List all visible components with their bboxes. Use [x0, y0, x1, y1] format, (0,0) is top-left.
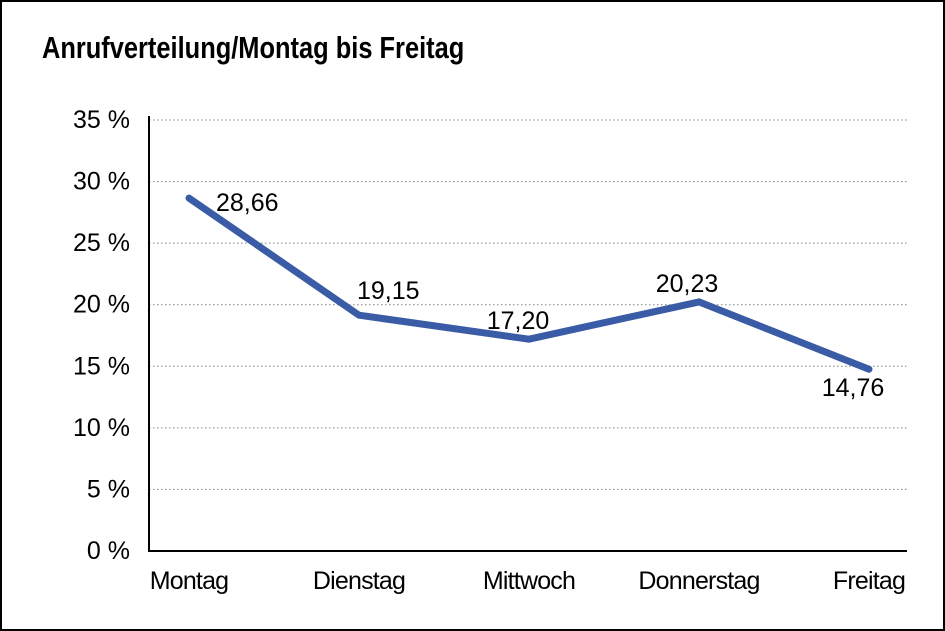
- y-tick-label: 5 %: [87, 475, 130, 503]
- y-tick-label: 30 %: [73, 168, 130, 196]
- chart-title: Anrufverteilung/Montag bis Freitag: [42, 30, 465, 65]
- point-label: 14,76: [822, 374, 885, 402]
- x-category-label: Dienstag: [313, 567, 405, 595]
- point-label: 28,66: [216, 189, 279, 217]
- y-tick-label: 10 %: [73, 414, 130, 442]
- y-tick-label: 20 %: [73, 291, 130, 319]
- y-tick-label: 15 %: [73, 352, 130, 380]
- x-category-label: Montag: [150, 567, 229, 595]
- x-category-label: Freitag: [833, 567, 905, 595]
- y-tick-label: 25 %: [73, 229, 130, 257]
- y-tick-label: 35 %: [73, 106, 130, 134]
- x-category-label: Donnerstag: [638, 567, 759, 595]
- x-category-label: Mittwoch: [483, 567, 575, 595]
- point-label: 19,15: [357, 277, 420, 305]
- data-series-line: [185, 194, 873, 373]
- point-label: 17,20: [487, 307, 550, 335]
- y-tick-label: 0 %: [87, 537, 130, 565]
- point-label: 20,23: [656, 270, 719, 298]
